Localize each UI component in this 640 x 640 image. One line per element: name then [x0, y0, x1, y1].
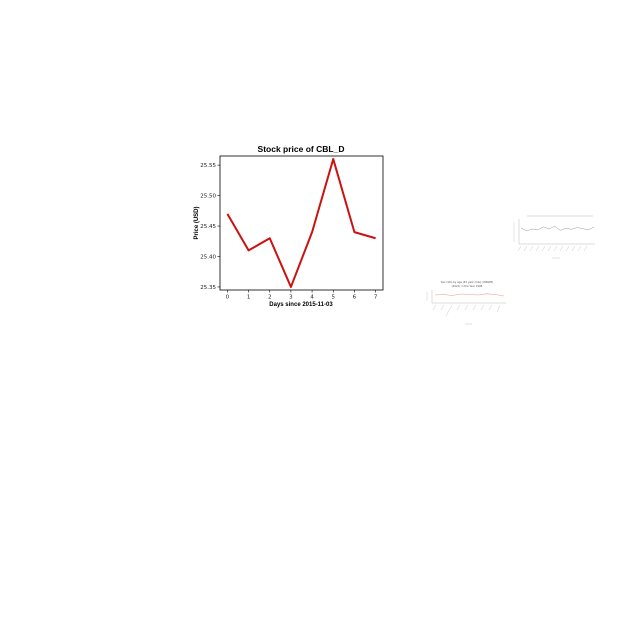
- thumbnail-chart-middle: Sex ratio by age (45 year olds) (UNWPP) …: [426, 280, 506, 325]
- y-tick-label: 25.50: [200, 194, 216, 200]
- y-tick-label: 25.55: [200, 163, 216, 169]
- thumbnail-x-tick-labels: [517, 245, 588, 252]
- thumbnail-x-tick-labels: [432, 304, 501, 317]
- chart-title: Stock price of CBL_D: [258, 144, 345, 154]
- y-axis-label: Price (USD): [194, 206, 200, 239]
- x-tick-label: 2: [268, 295, 272, 301]
- x-tick-label: 7: [374, 295, 378, 301]
- x-tick-label: 6: [353, 295, 357, 301]
- x-axis-ticks: 0 1 2 3 4 5 6 7: [226, 290, 378, 301]
- y-tick-label: 25.35: [200, 285, 216, 291]
- x-tick-label: 3: [289, 295, 293, 301]
- thumbnail-chart-right: [513, 214, 595, 274]
- x-axis-label: Days since 2015-11-03: [269, 302, 333, 308]
- x-tick-label: 5: [332, 295, 336, 301]
- series-line: [226, 158, 376, 288]
- main-chart: Stock price of CBL_D 0 1 2 3 4 5 6 7 25.35 25.40…: [194, 144, 384, 308]
- thumbnail-title: Sex ratio by age (45 year olds) (UNWPP): [441, 280, 493, 284]
- x-tick-label: 0: [226, 295, 230, 301]
- thumbnail-title-line-2: (2021) in the Year 1998: [452, 284, 483, 288]
- x-tick-label: 4: [310, 295, 314, 301]
- plot-area: [219, 155, 384, 291]
- thumbnail-series-line: [520, 225, 595, 232]
- y-axis-ticks: 25.35 25.40 25.45 25.50 25.55: [200, 163, 220, 291]
- y-tick-label: 25.45: [200, 224, 216, 230]
- x-tick-label: 1: [247, 295, 251, 301]
- y-tick-label: 25.40: [200, 255, 216, 261]
- thumbnail-series-line: [434, 293, 505, 297]
